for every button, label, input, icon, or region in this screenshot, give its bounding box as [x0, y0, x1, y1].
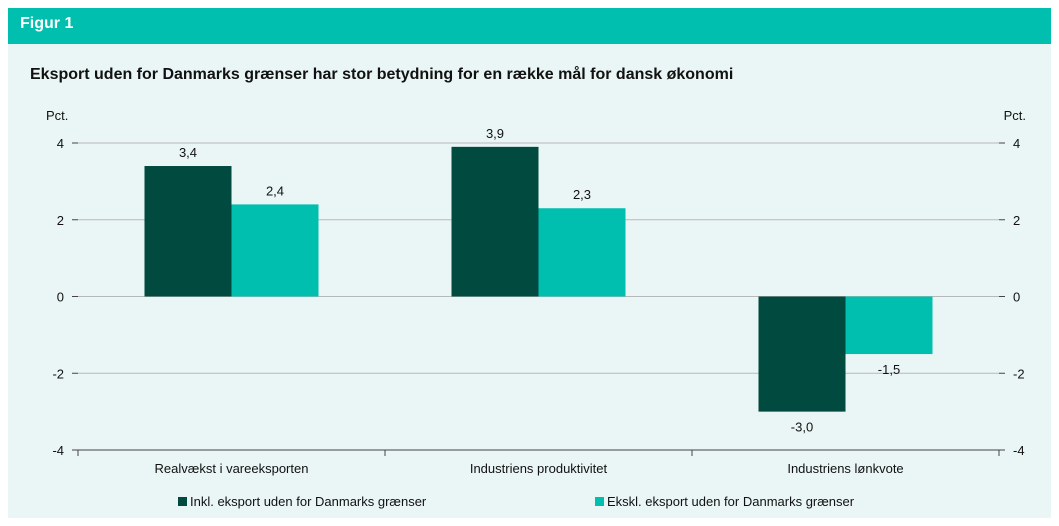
- y-tick-label-left-4: -4: [52, 443, 64, 458]
- x-category-label-3: Industriens lønkvote: [787, 461, 903, 476]
- data-label-s2-c3: -1,5: [878, 362, 900, 377]
- figure-panel: Figur 1 Eksport uden for Danmarks grænse…: [8, 8, 1051, 518]
- bar-chart: 4 4 2 2 0 0 -2 -2 -4 -4 Pct. Pct. 3,4 2,4 Realvækst i …: [46, 108, 1026, 476]
- bar-s1-c3: [758, 296, 846, 412]
- y-tick-label-right-3: -2: [1013, 366, 1025, 381]
- figure-header: Figur 1: [8, 8, 1051, 44]
- y-tick-label-right-4: -4: [1013, 443, 1025, 458]
- y-axis-unit-right: Pct.: [1004, 108, 1026, 123]
- y-tick-label-right-2: 0: [1013, 290, 1020, 305]
- legend-item-ekskl: Ekskl. eksport uden for Danmarks grænser: [595, 494, 854, 509]
- bar-s2-c3: [845, 296, 933, 355]
- data-label-s2-c1: 2,4: [266, 183, 284, 198]
- y-tick-label-left-0: 4: [57, 136, 64, 151]
- bar-s2-c1: [231, 204, 319, 297]
- y-tick-label-left-3: -2: [52, 366, 64, 381]
- legend-swatch-inkl: [178, 497, 187, 506]
- data-label-s1-c1: 3,4: [179, 145, 197, 160]
- y-tick-label-right-1: 2: [1013, 213, 1020, 228]
- data-label-s1-c3: -3,0: [791, 420, 813, 435]
- y-axis-unit-left: Pct.: [46, 108, 68, 123]
- legend-item-inkl: Inkl. eksport uden for Danmarks grænser: [178, 494, 426, 509]
- y-tick-label-left-1: 2: [57, 213, 64, 228]
- figure-label: Figur 1: [20, 15, 74, 32]
- x-category-label-1: Realvækst i vareeksporten: [155, 461, 309, 476]
- y-tick-label-right-0: 4: [1013, 136, 1020, 151]
- data-label-s1-c2: 3,9: [486, 126, 504, 141]
- chart-legend: Inkl. eksport uden for Danmarks grænser …: [8, 494, 1051, 512]
- y-tick-label-left-2: 0: [57, 290, 64, 305]
- legend-swatch-ekskl: [595, 497, 604, 506]
- legend-label-ekskl: Ekskl. eksport uden for Danmarks grænser: [607, 494, 855, 509]
- legend-label-inkl: Inkl. eksport uden for Danmarks grænser: [190, 494, 427, 509]
- bar-s2-c2: [538, 208, 626, 297]
- chart-title: Eksport uden for Danmarks grænser har st…: [30, 66, 734, 83]
- data-label-s2-c2: 2,3: [573, 187, 591, 202]
- bar-s1-c1: [144, 166, 232, 297]
- bar-s1-c2: [451, 146, 539, 297]
- x-category-label-2: Industriens produktivitet: [470, 461, 608, 476]
